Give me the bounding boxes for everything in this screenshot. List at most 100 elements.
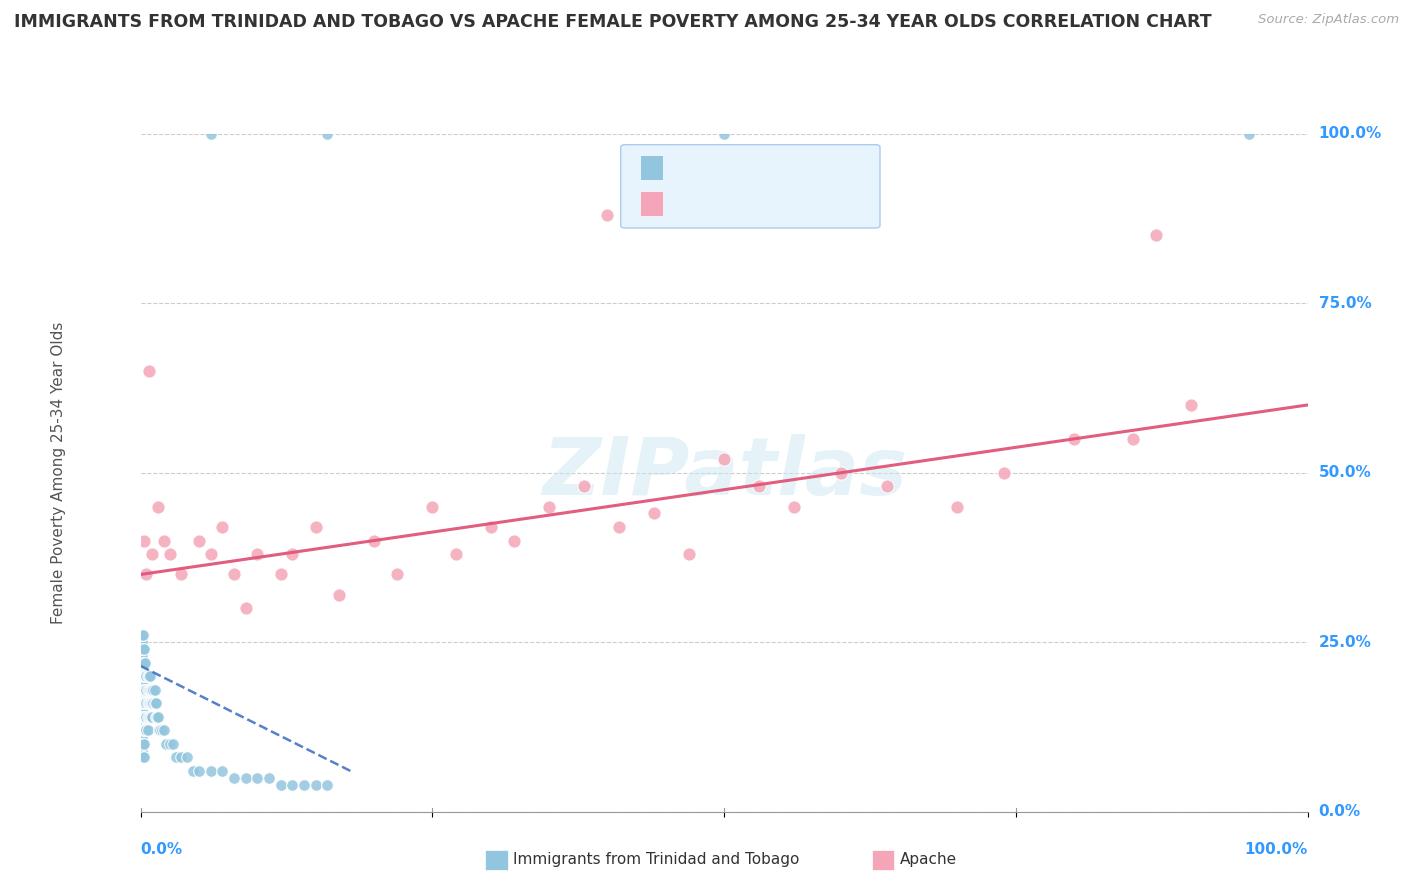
Point bbox=[270, 567, 292, 582]
Point bbox=[134, 669, 156, 683]
Text: 0.0%: 0.0% bbox=[141, 842, 183, 857]
Point bbox=[131, 730, 153, 744]
Text: ZIPatlas: ZIPatlas bbox=[541, 434, 907, 512]
Point bbox=[993, 466, 1015, 480]
Point bbox=[200, 547, 222, 561]
Text: Source: ZipAtlas.com: Source: ZipAtlas.com bbox=[1258, 13, 1399, 27]
Point bbox=[270, 778, 292, 792]
Text: 100.0%: 100.0% bbox=[1244, 842, 1308, 857]
Text: 98: 98 bbox=[807, 161, 828, 175]
Point bbox=[479, 520, 502, 534]
Point bbox=[138, 682, 160, 697]
Point bbox=[387, 567, 409, 582]
Point bbox=[830, 466, 852, 480]
Point bbox=[132, 723, 155, 738]
Point bbox=[200, 764, 222, 778]
Point bbox=[257, 771, 280, 785]
Point bbox=[146, 500, 169, 514]
Point bbox=[159, 547, 181, 561]
Point bbox=[159, 737, 181, 751]
Point bbox=[132, 669, 155, 683]
Point bbox=[131, 656, 153, 670]
Point bbox=[235, 771, 257, 785]
Point bbox=[503, 533, 526, 548]
Point bbox=[211, 764, 233, 778]
Point bbox=[136, 723, 159, 738]
Point bbox=[132, 628, 155, 642]
Point bbox=[444, 547, 467, 561]
Point bbox=[131, 676, 153, 690]
Point bbox=[1180, 398, 1202, 412]
Point bbox=[131, 669, 153, 683]
Point bbox=[132, 682, 155, 697]
Point bbox=[142, 696, 165, 710]
Point bbox=[132, 642, 155, 657]
Point bbox=[148, 723, 170, 738]
Point bbox=[135, 669, 157, 683]
Point bbox=[292, 778, 315, 792]
Point bbox=[132, 669, 155, 683]
Point bbox=[162, 737, 184, 751]
Point bbox=[136, 710, 159, 724]
Point bbox=[139, 682, 162, 697]
Point bbox=[176, 750, 198, 764]
Point bbox=[132, 696, 155, 710]
Point bbox=[200, 127, 222, 141]
Point bbox=[135, 567, 157, 582]
Point bbox=[150, 723, 173, 738]
Point bbox=[1144, 228, 1167, 243]
Text: Female Poverty Among 25-34 Year Olds: Female Poverty Among 25-34 Year Olds bbox=[52, 322, 66, 624]
Point bbox=[141, 682, 163, 697]
Point bbox=[134, 710, 156, 724]
Point bbox=[143, 696, 166, 710]
Point bbox=[1237, 127, 1260, 141]
Point bbox=[316, 778, 339, 792]
Point bbox=[181, 764, 204, 778]
Point bbox=[131, 662, 153, 676]
Point bbox=[131, 642, 153, 657]
Text: 0.361: 0.361 bbox=[704, 196, 758, 211]
Point bbox=[304, 778, 326, 792]
Point bbox=[188, 764, 211, 778]
Text: Immigrants from Trinidad and Tobago: Immigrants from Trinidad and Tobago bbox=[513, 853, 800, 867]
Point bbox=[131, 723, 153, 738]
Text: R =: R = bbox=[669, 196, 703, 211]
Point bbox=[138, 710, 160, 724]
Point bbox=[135, 696, 157, 710]
Point bbox=[135, 723, 157, 738]
Text: Apache: Apache bbox=[900, 853, 957, 867]
Text: 75.0%: 75.0% bbox=[1319, 296, 1371, 310]
Point bbox=[149, 723, 172, 738]
Point bbox=[131, 690, 153, 704]
Point bbox=[748, 479, 770, 493]
Point bbox=[783, 500, 806, 514]
Text: IMMIGRANTS FROM TRINIDAD AND TOBAGO VS APACHE FEMALE POVERTY AMONG 25-34 YEAR OL: IMMIGRANTS FROM TRINIDAD AND TOBAGO VS A… bbox=[14, 13, 1212, 31]
Point bbox=[246, 771, 269, 785]
Point bbox=[153, 533, 176, 548]
Point bbox=[153, 723, 176, 738]
Point bbox=[139, 696, 162, 710]
Point bbox=[143, 682, 166, 697]
Point bbox=[643, 507, 665, 521]
Point bbox=[131, 635, 153, 649]
Point bbox=[131, 648, 153, 663]
Point bbox=[131, 703, 153, 717]
Text: N =: N = bbox=[772, 196, 806, 211]
Point bbox=[596, 208, 619, 222]
Point bbox=[146, 710, 169, 724]
Point bbox=[946, 500, 969, 514]
Point bbox=[165, 750, 187, 764]
Point bbox=[139, 710, 162, 724]
Point bbox=[132, 750, 155, 764]
Point bbox=[678, 547, 700, 561]
Point bbox=[134, 682, 156, 697]
Point bbox=[132, 710, 155, 724]
Point bbox=[170, 567, 193, 582]
Point bbox=[132, 750, 155, 764]
Point bbox=[141, 547, 163, 561]
Point bbox=[134, 656, 156, 670]
Point bbox=[363, 533, 385, 548]
Text: 0.0%: 0.0% bbox=[1319, 805, 1361, 819]
Point bbox=[422, 500, 444, 514]
Point bbox=[131, 710, 153, 724]
